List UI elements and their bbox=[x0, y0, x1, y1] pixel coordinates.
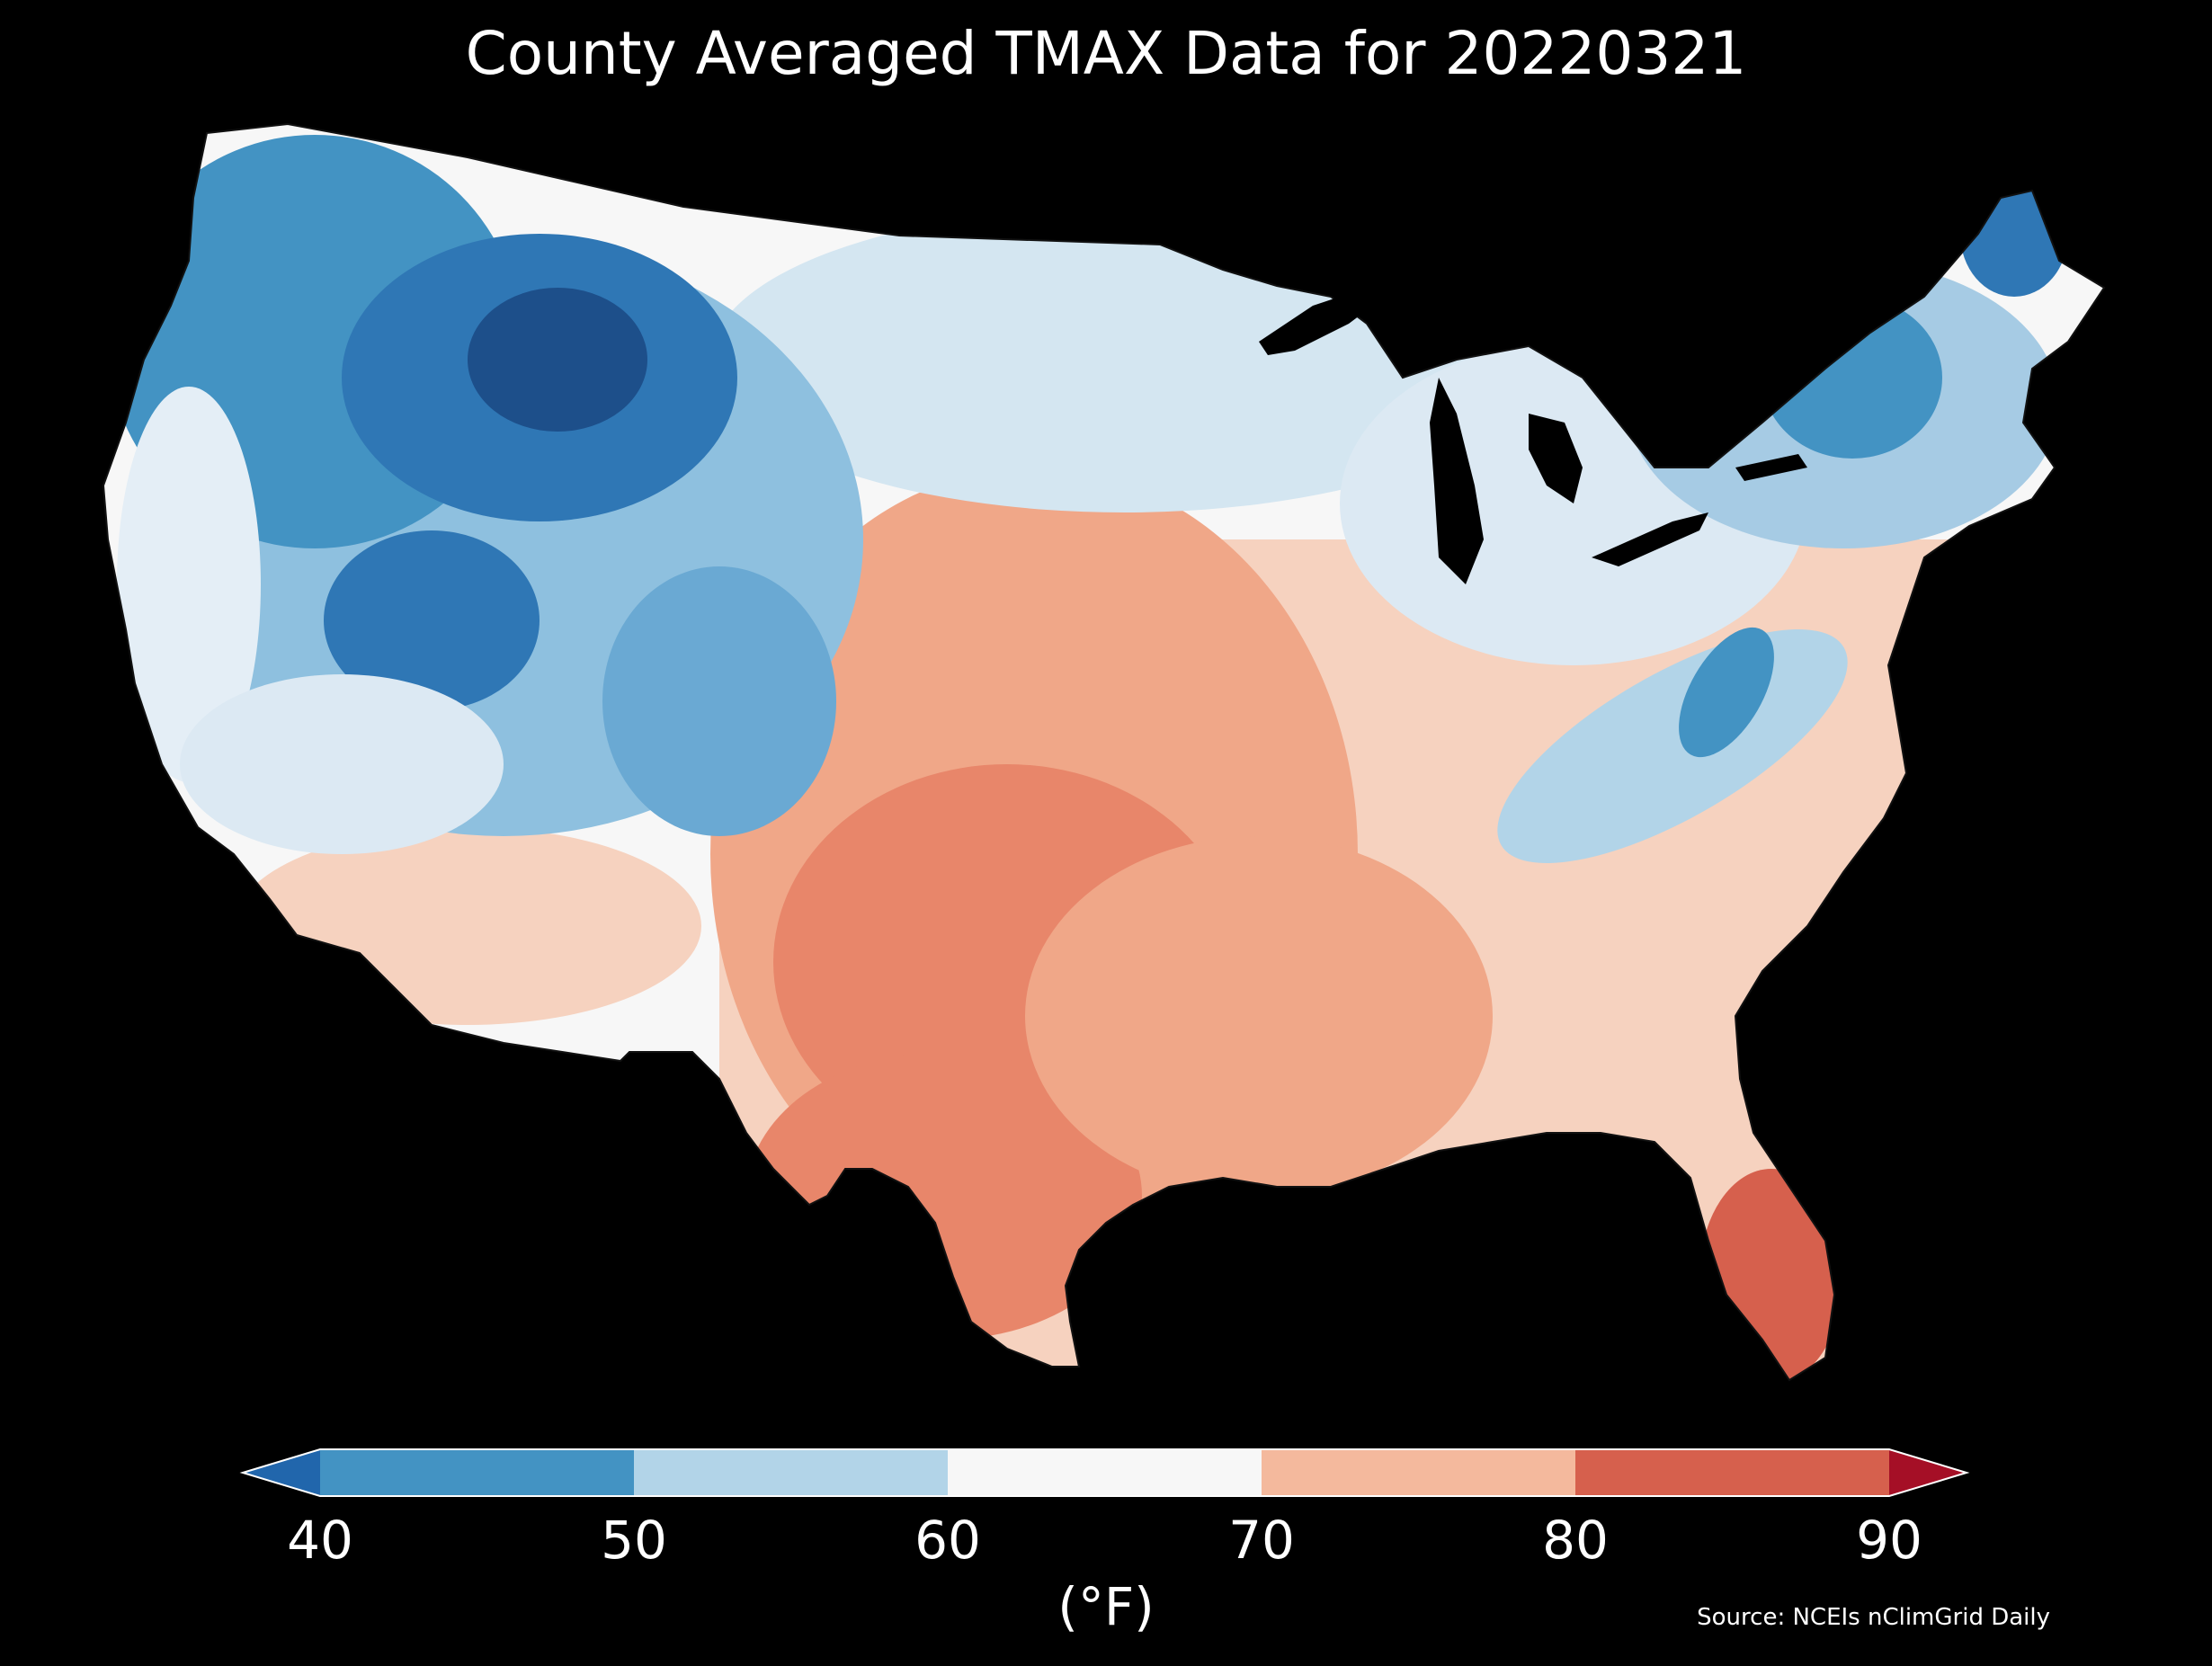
colorbar-segment bbox=[1262, 1449, 1576, 1496]
colorbar-units-label: (°F) bbox=[1057, 1576, 1155, 1637]
colorbar-segment bbox=[634, 1449, 949, 1496]
colorbar-tick-70: 70 bbox=[1228, 1510, 1295, 1571]
colorbar-tick-60: 60 bbox=[914, 1510, 981, 1571]
colorbar-tick-40: 40 bbox=[287, 1510, 353, 1571]
colorbar-extend-low bbox=[243, 1449, 320, 1496]
colorbar-segment bbox=[320, 1449, 635, 1496]
lake-huron bbox=[1529, 414, 1583, 503]
colorbar-tick-50: 50 bbox=[601, 1510, 667, 1571]
lake-michigan bbox=[1430, 378, 1484, 584]
lake-superior bbox=[1259, 288, 1385, 355]
colorbar-segment bbox=[1575, 1449, 1890, 1496]
map-title: County Averaged TMAX Data for 20220321 bbox=[465, 19, 1747, 88]
us-outline bbox=[102, 122, 2106, 1382]
colorbar-tick-80: 80 bbox=[1542, 1510, 1609, 1571]
source-credit: Source: NCEIs nClimGrid Daily bbox=[1697, 1604, 2050, 1631]
lake-erie bbox=[1592, 512, 1708, 566]
colorbar-outline bbox=[239, 1448, 1970, 1497]
colorbar-extend-high bbox=[1889, 1449, 1967, 1496]
colorbar-segment bbox=[948, 1449, 1262, 1496]
lake-ontario bbox=[1735, 454, 1807, 481]
colorbar-tick-90: 90 bbox=[1856, 1510, 1922, 1571]
